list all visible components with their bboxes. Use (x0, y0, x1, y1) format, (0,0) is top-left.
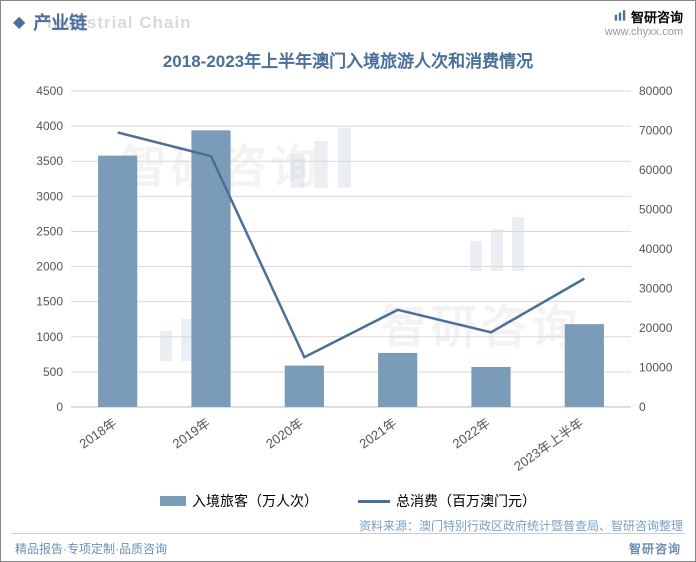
svg-text:30000: 30000 (639, 282, 673, 296)
svg-text:80000: 80000 (639, 84, 673, 98)
footer-left-text: 精品报告·专项定制·品质咨询 (15, 540, 167, 557)
svg-text:2500: 2500 (36, 224, 63, 238)
diamond-icon: ◆ (13, 12, 25, 32)
svg-text:1000: 1000 (36, 330, 63, 344)
footer: 精品报告·专项定制·品质咨询 智研咨询 (1, 540, 695, 557)
svg-text:3000: 3000 (36, 189, 63, 203)
category-label: 2019年 (170, 415, 213, 451)
svg-text:500: 500 (43, 365, 63, 379)
legend-line-label: 总消费（百万澳门元） (396, 491, 536, 511)
bottom-divider (11, 533, 685, 534)
svg-text:4000: 4000 (36, 119, 63, 133)
chart-svg: 0 500 1000 1500 2000 2500 3000 3500 4000 4500 0 100… (1, 1, 696, 521)
section-title: 产业链 (33, 9, 87, 35)
category-label: 2018年 (76, 415, 119, 451)
category-label: 2021年 (356, 415, 399, 451)
category-label: 2023年上半年 (511, 415, 586, 474)
bar (378, 353, 417, 407)
category-label: 2020年 (263, 415, 306, 451)
svg-text:3500: 3500 (36, 154, 63, 168)
legend-bar-label: 入境旅客（万人次） (192, 491, 318, 511)
svg-text:0: 0 (56, 400, 63, 414)
svg-text:50000: 50000 (639, 203, 673, 217)
header-left: ◆ 产业链 (13, 9, 87, 35)
legend-line-swatch (358, 500, 390, 503)
category-label: 2022年 (450, 415, 493, 451)
legend-line-item: 总消费（百万澳门元） (358, 491, 536, 511)
bar (98, 156, 137, 407)
footer-right-text: 智研咨询 (629, 540, 681, 557)
bar (565, 324, 604, 407)
svg-text:70000: 70000 (639, 124, 673, 138)
svg-text:10000: 10000 (639, 361, 673, 375)
legend-bar-swatch (160, 496, 186, 506)
svg-text:20000: 20000 (639, 321, 673, 335)
svg-text:4500: 4500 (36, 84, 63, 98)
source-line: 资料来源：澳门特别行政区政府统计暨普查局、智研咨询整理 (359, 517, 683, 534)
svg-text:1500: 1500 (36, 295, 63, 309)
page-container: Industrial Chain ◆ 产业链 智研咨询 www.chyxx.co… (0, 0, 696, 562)
svg-text:0: 0 (639, 400, 646, 414)
bar (471, 367, 510, 407)
line-series (118, 132, 585, 357)
bar (285, 366, 324, 407)
svg-text:2000: 2000 (36, 260, 63, 274)
legend: 入境旅客（万人次） 总消费（百万澳门元） (1, 491, 695, 511)
bar (191, 130, 230, 407)
legend-bar-item: 入境旅客（万人次） (160, 491, 318, 511)
svg-text:60000: 60000 (639, 163, 673, 177)
svg-text:40000: 40000 (639, 242, 673, 256)
